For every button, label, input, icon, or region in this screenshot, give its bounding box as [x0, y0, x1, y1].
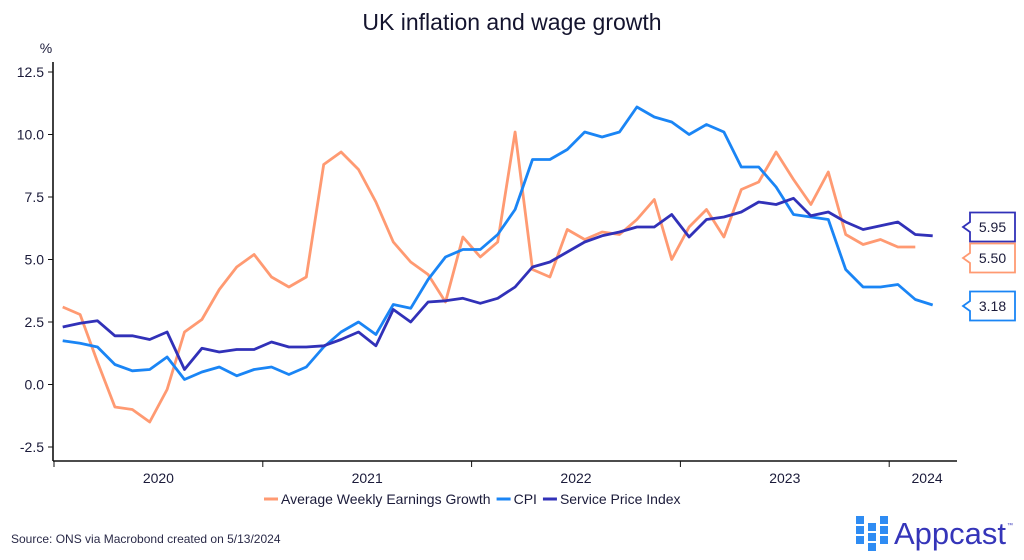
callout-value: 5.95	[979, 219, 1006, 235]
legend-label: Average Weekly Earnings Growth	[281, 491, 491, 507]
x-tick-label: 2022	[560, 470, 591, 486]
series-line-service-price-index	[62, 196, 933, 371]
source-note: Source: ONS via Macrobond created on 5/1…	[11, 532, 281, 546]
callout-cpi: 3.18	[961, 290, 1016, 322]
y-axis-unit-label: %	[40, 40, 52, 56]
legend-label: CPI	[514, 491, 537, 507]
series-layer	[62, 105, 934, 424]
y-tick-label: 2.5	[25, 314, 45, 330]
y-tick-label: 10.0	[17, 127, 44, 143]
legend-label: Service Price Index	[560, 491, 681, 507]
trademark-symbol: ™	[1007, 523, 1014, 529]
series-line-cpi	[62, 105, 934, 381]
y-tick-label: 7.5	[25, 189, 45, 205]
legend: Average Weekly Earnings Growth CPI Service…	[264, 491, 681, 507]
chart-title: UK inflation and wage growth	[362, 9, 661, 35]
x-tick-label: 2021	[352, 470, 383, 486]
y-tick-label: 5.0	[25, 252, 45, 268]
end-value-callouts: 5.50 3.18 5.95	[961, 211, 1016, 322]
callout-value: 5.50	[979, 250, 1006, 266]
y-tick-label: 12.5	[17, 64, 44, 80]
series-line-average-weekly-earnings-growth	[62, 130, 916, 424]
x-tick-label: 2023	[769, 470, 800, 486]
x-tick-label: 2024	[912, 470, 943, 486]
axes: -2.5 0.0 2.5 5.0 7.5 10.0 12.5 2020 2021 2022 2023…	[17, 62, 957, 486]
legend-item: CPI	[496, 491, 537, 507]
callout-box	[961, 242, 1016, 274]
callout-box	[961, 290, 1016, 322]
brand-name: Appcast	[894, 516, 1007, 551]
callout-value: 3.18	[979, 298, 1006, 314]
appcast-logo: Appcast ™	[856, 514, 1013, 554]
y-tick-label: -2.5	[20, 439, 44, 455]
legend-item: Average Weekly Earnings Growth	[264, 491, 491, 507]
legend-item: Service Price Index	[542, 491, 681, 507]
callout-average-weekly-earnings-growth: 5.50	[961, 242, 1016, 274]
appcast-grid-logo-icon	[856, 515, 890, 553]
y-tick-label: 0.0	[25, 377, 45, 393]
x-tick-label: 2020	[143, 470, 174, 486]
callout-service-price-index: 5.95	[961, 211, 1016, 243]
callout-box	[961, 211, 1016, 243]
